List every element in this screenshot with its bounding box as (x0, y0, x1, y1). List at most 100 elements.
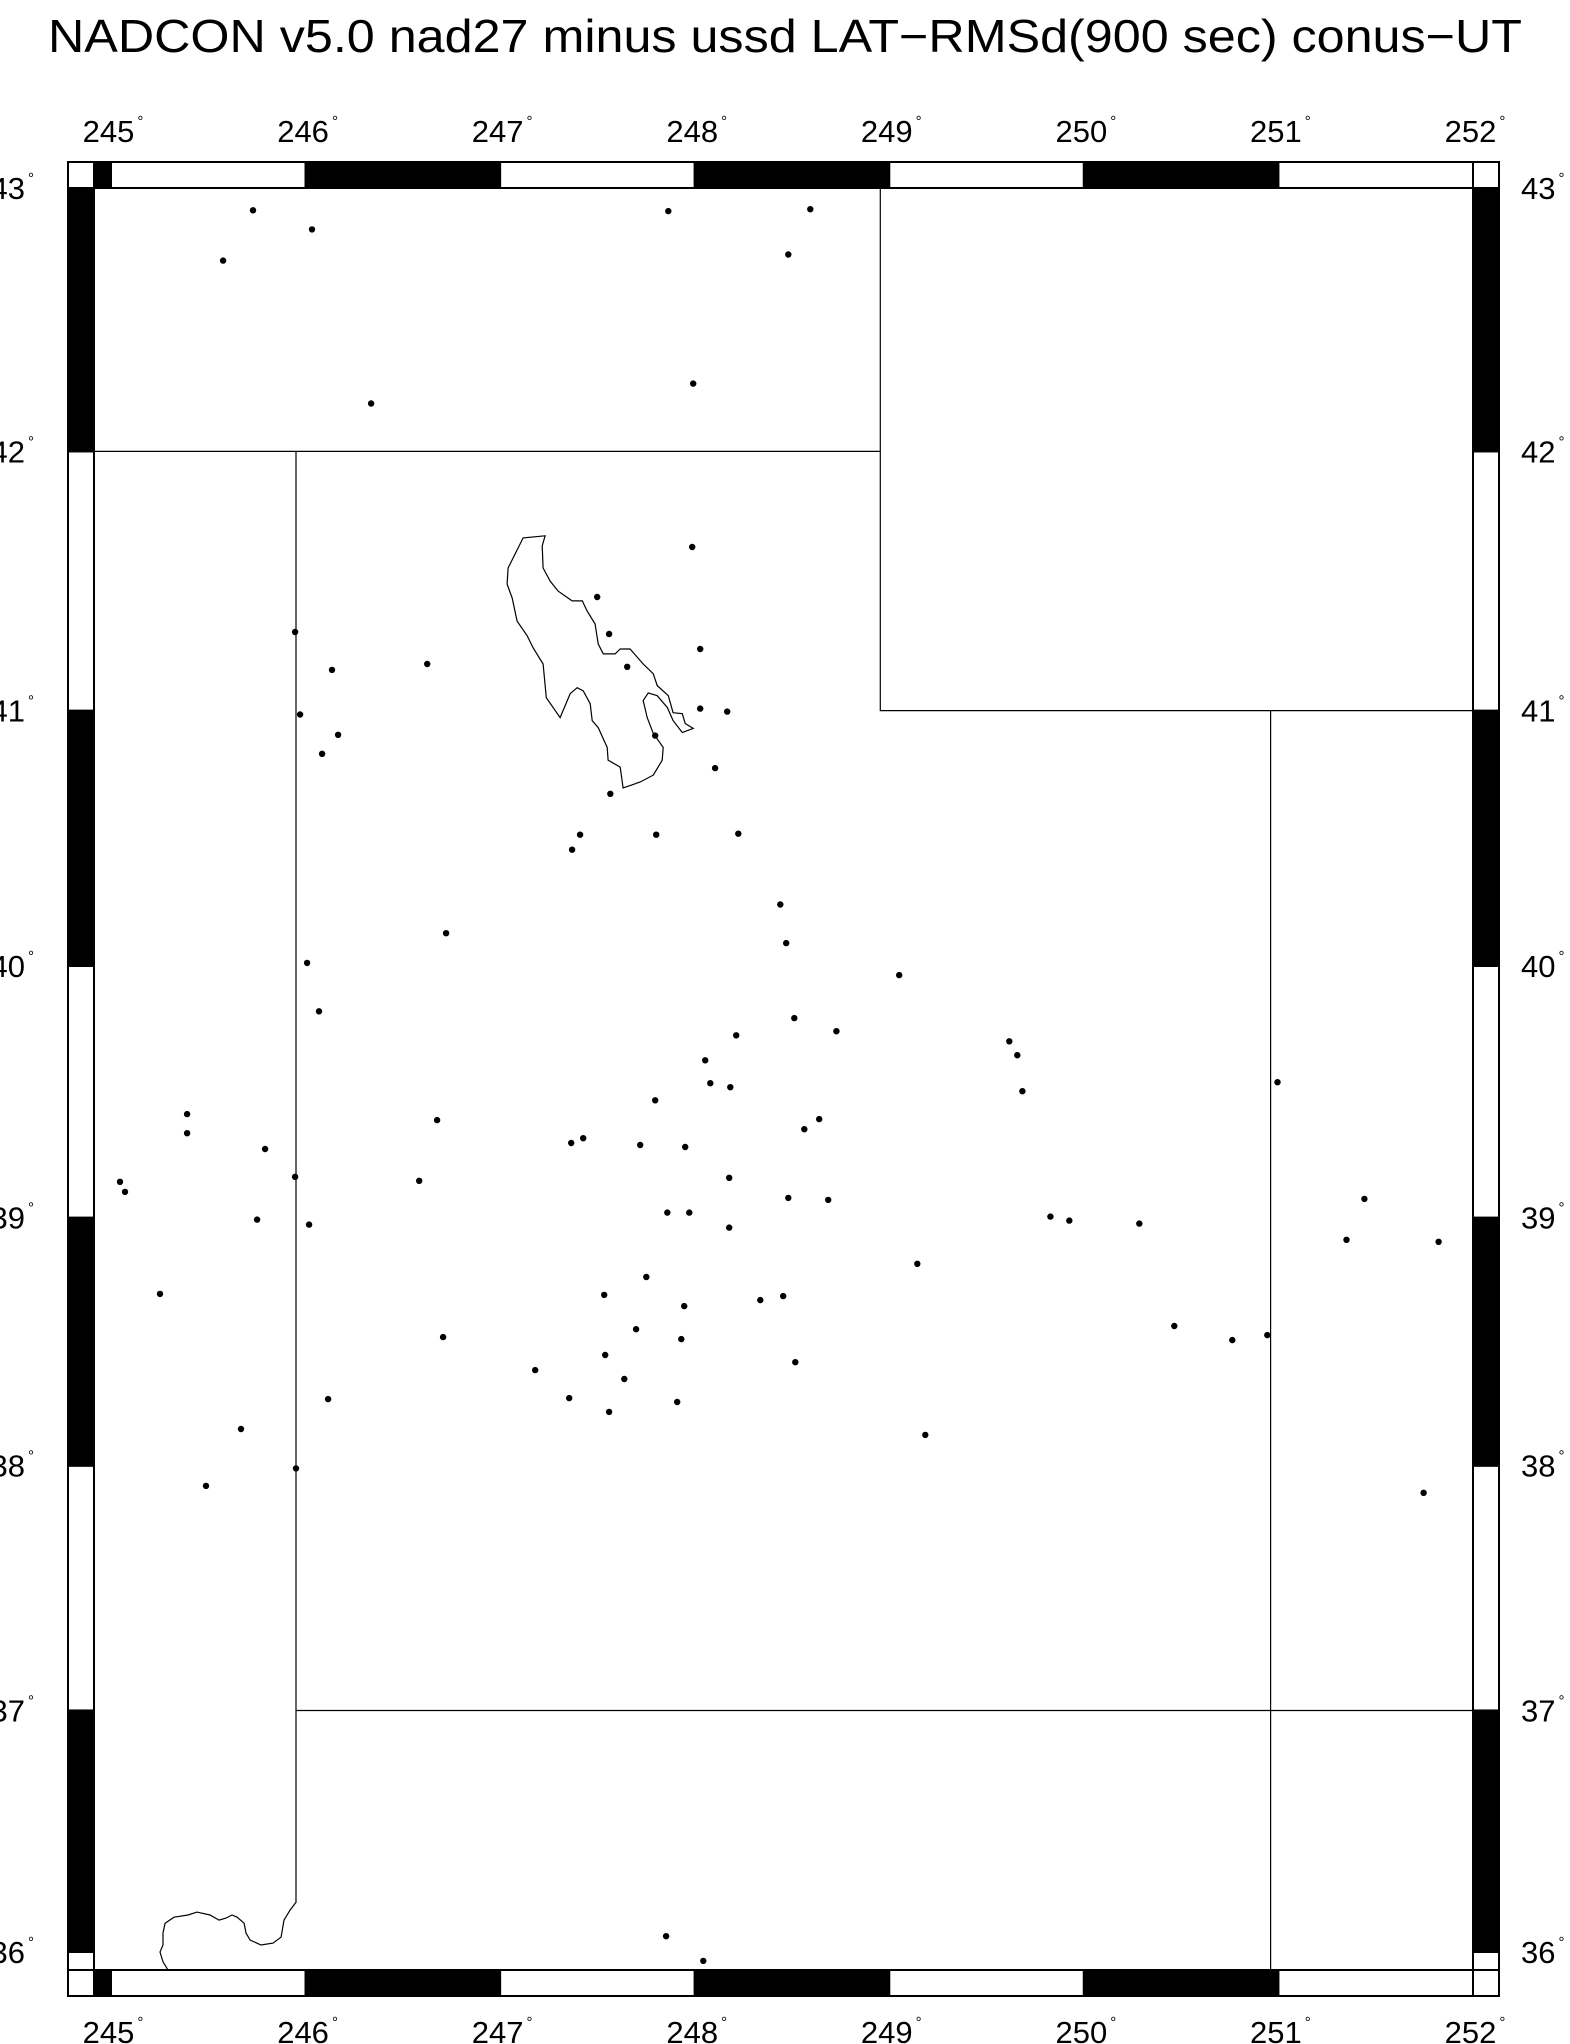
right-frame-segment (1472, 450, 1500, 712)
station-dot (433, 1116, 441, 1124)
station-dot (605, 630, 613, 638)
station-dot (825, 1196, 832, 1204)
lat-label-right-value: 40 (1521, 949, 1555, 984)
lon-label-top: 252 ° (1445, 113, 1506, 149)
lat-label-left: 43° (0, 170, 34, 206)
degree-symbol: ° (28, 1200, 34, 1217)
degree-symbol: ° (332, 113, 338, 130)
lon-label-bottom: 248 ° (666, 2014, 727, 2044)
right-frame-segment (1472, 1951, 1500, 1971)
lon-label-bottom: 251 ° (1250, 2014, 1311, 2044)
station-dot (674, 1398, 681, 1406)
bottom-frame-segment (110, 1969, 307, 1997)
station-dot (292, 1465, 300, 1472)
lat-label-left-value: 36 (0, 1935, 25, 1970)
station-dot (1006, 1038, 1013, 1045)
station-dot (607, 790, 614, 797)
station-dot (785, 1194, 792, 1202)
right-frame-segment (1472, 964, 1500, 1219)
frame-corner (1472, 161, 1500, 189)
station-dot (1361, 1195, 1368, 1203)
station-dot (678, 1335, 685, 1343)
station-dot (757, 1296, 764, 1304)
right-frame-segment (1472, 1709, 1500, 1953)
lat-label-left: 36° (0, 1934, 34, 1970)
station-dot (724, 708, 731, 715)
station-dot (682, 1143, 689, 1151)
lon-label-top: 249 ° (861, 113, 922, 149)
degree-symbol: ° (1499, 113, 1505, 130)
lat-label-right-value: 42 (1521, 434, 1555, 469)
station-dot (576, 831, 584, 838)
lat-label-left-value: 37 (0, 1693, 25, 1728)
station-dot (1420, 1489, 1427, 1497)
station-dot (700, 1957, 707, 1965)
station-dot (202, 1482, 210, 1490)
station-dot (816, 1115, 823, 1123)
bottom-frame-segment (304, 1969, 502, 1997)
station-dot (665, 207, 672, 215)
station-dot (1047, 1213, 1054, 1220)
lon-label-top-value: 246 (277, 114, 329, 149)
lon-label-top: 248 ° (666, 113, 727, 149)
great-salt-lake-outline (506, 535, 695, 789)
right-frame-segment (1472, 1464, 1500, 1712)
degree-symbol: ° (527, 2014, 533, 2031)
left-frame-segment (67, 450, 95, 712)
bottom-frame-segment (499, 1969, 696, 1997)
lon-label-bottom: 252 ° (1445, 2014, 1506, 2044)
lat-label-left: 37° (0, 1692, 34, 1728)
station-dot (328, 666, 336, 674)
lat-label-right-value: 43 (1521, 171, 1555, 206)
station-dot (785, 251, 792, 258)
station-dot (1264, 1331, 1271, 1339)
lat-label-left-value: 41 (0, 694, 25, 729)
degree-symbol: ° (916, 113, 922, 130)
station-dot (662, 1933, 670, 1940)
station-dot (653, 831, 660, 838)
lon-label-bottom-value: 246 (277, 2015, 329, 2044)
station-dot (424, 660, 431, 668)
degree-symbol: ° (1558, 693, 1564, 710)
station-dot (637, 1141, 644, 1149)
station-dot (308, 226, 316, 233)
station-dot (442, 930, 450, 937)
lat-label-right: 42 ° (1521, 433, 1564, 469)
lon-label-bottom-value: 245 (83, 2015, 135, 2044)
lat-label-right-value: 38 (1521, 1449, 1555, 1484)
left-frame-segment (67, 964, 95, 1219)
station-dot (183, 1110, 191, 1118)
degree-symbol: ° (1558, 1692, 1564, 1709)
lon-label-top: 251 ° (1250, 113, 1311, 149)
station-dot (1229, 1336, 1236, 1344)
station-dot (726, 1224, 733, 1231)
lat-label-right: 43 ° (1521, 170, 1564, 206)
wyoming-border (879, 188, 1473, 712)
station-dot (896, 971, 903, 979)
lat-label-right: 37 ° (1521, 1692, 1564, 1728)
lat-label-right-value: 36 (1521, 1935, 1555, 1970)
lat-label-left: 39° (0, 1200, 34, 1236)
station-dot (324, 1395, 332, 1403)
station-dot (697, 705, 704, 712)
bottom-frame-segment (1082, 1969, 1280, 1997)
lon-label-bottom-value: 250 (1055, 2015, 1107, 2044)
station-dot (792, 1359, 799, 1366)
station-dot (305, 1221, 313, 1228)
top-frame-segment (304, 161, 502, 189)
degree-symbol: ° (721, 113, 727, 130)
bottom-frame-segment (888, 1969, 1085, 1997)
lat-label-left-value: 42 (0, 434, 25, 469)
station-dot (261, 1145, 269, 1153)
left-frame-segment (67, 1709, 95, 1953)
top-frame-segment (93, 161, 113, 189)
station-dot (1171, 1322, 1178, 1330)
lon-label-bottom-value: 252 (1445, 2015, 1497, 2044)
lon-label-top-value: 248 (666, 114, 718, 149)
station-dot (922, 1431, 929, 1439)
degree-symbol: ° (1558, 170, 1564, 187)
station-dot (1136, 1220, 1143, 1227)
station-dot (733, 1032, 740, 1039)
